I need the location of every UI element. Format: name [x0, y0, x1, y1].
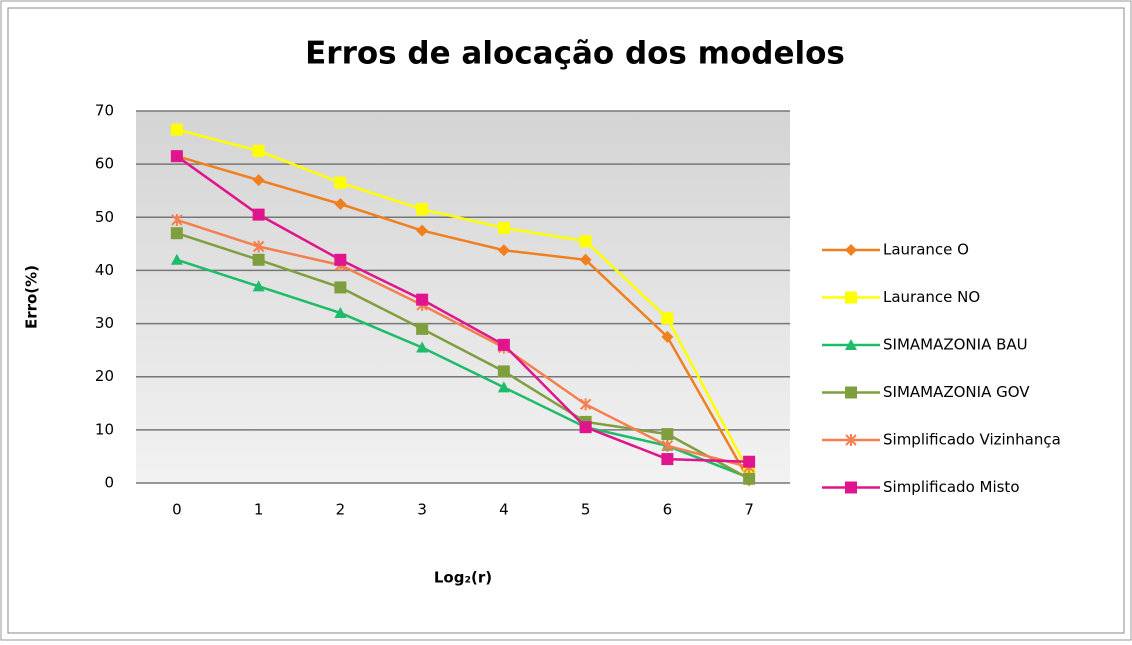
marker	[334, 306, 347, 318]
marker	[497, 221, 510, 234]
marker	[743, 455, 756, 468]
marker	[170, 253, 183, 265]
marker	[334, 176, 347, 189]
legend-marker	[845, 244, 857, 256]
x-tick-label: 4	[499, 501, 509, 519]
legend-label: Simplificado Misto	[883, 478, 1020, 496]
marker	[661, 439, 674, 452]
x-tick-label: 6	[663, 501, 673, 519]
marker	[579, 235, 592, 248]
marker	[334, 198, 347, 210]
y-tick-label: 30	[95, 314, 114, 332]
marker	[334, 253, 347, 266]
y-tick-label: 60	[95, 155, 114, 173]
y-tick-label: 20	[95, 367, 114, 385]
marker	[416, 293, 429, 306]
chart-title: Erros de alocação dos modelos	[305, 36, 845, 72]
marker	[661, 428, 674, 441]
plot-area	[136, 111, 790, 483]
marker	[661, 330, 674, 343]
marker	[497, 365, 510, 378]
series-line	[176, 232, 750, 480]
marker	[743, 472, 756, 485]
marker	[170, 227, 183, 240]
marker	[170, 123, 183, 136]
marker	[170, 150, 183, 163]
legend-label: SIMAMAZONIA GOV	[883, 383, 1030, 401]
series-line	[176, 128, 751, 473]
y-tick-label: 70	[95, 102, 114, 120]
marker	[497, 381, 510, 393]
marker	[252, 240, 265, 253]
y-tick-label: 40	[95, 261, 114, 279]
marker	[252, 144, 265, 157]
y-tick-label: 10	[95, 420, 114, 438]
marker	[579, 421, 592, 434]
marker	[661, 453, 674, 466]
marker	[416, 203, 429, 216]
marker	[416, 322, 429, 335]
marker	[579, 398, 592, 411]
marker	[252, 174, 265, 187]
marker	[497, 244, 510, 257]
legend-label: Laurance O	[883, 241, 969, 259]
marker	[252, 253, 265, 266]
x-tick-label: 3	[417, 501, 427, 519]
marker	[252, 280, 265, 292]
marker	[171, 213, 183, 226]
legend-label: SIMAMAZONIA BAU	[883, 336, 1028, 354]
legend-label: Laurance NO	[883, 288, 980, 306]
series-line	[176, 258, 750, 479]
legend-marker	[845, 481, 857, 494]
x-tick-label: 0	[172, 501, 182, 519]
x-tick-label: 7	[744, 501, 754, 519]
legend-marker	[845, 434, 857, 446]
x-axis-label: Log₂(r)	[434, 569, 492, 587]
marker	[416, 341, 429, 353]
marker	[661, 312, 674, 325]
x-tick-label: 2	[336, 501, 346, 519]
y-axis-label: Erro(%)	[23, 265, 41, 329]
x-tick-label: 5	[581, 501, 591, 519]
series-line	[176, 218, 750, 469]
legend-marker	[845, 386, 857, 399]
series-line	[176, 154, 751, 481]
marker	[579, 253, 592, 266]
marker	[497, 338, 510, 351]
y-tick-label: 0	[104, 474, 114, 492]
marker	[334, 281, 347, 294]
x-tick-label: 1	[254, 501, 264, 519]
legend-marker	[845, 291, 857, 304]
marker	[252, 208, 265, 221]
y-tick-label: 50	[95, 208, 114, 226]
marker	[416, 224, 429, 237]
legend-marker	[845, 339, 857, 350]
legend-label: Simplificado Vizinhança	[883, 431, 1061, 449]
series-line	[176, 155, 750, 463]
